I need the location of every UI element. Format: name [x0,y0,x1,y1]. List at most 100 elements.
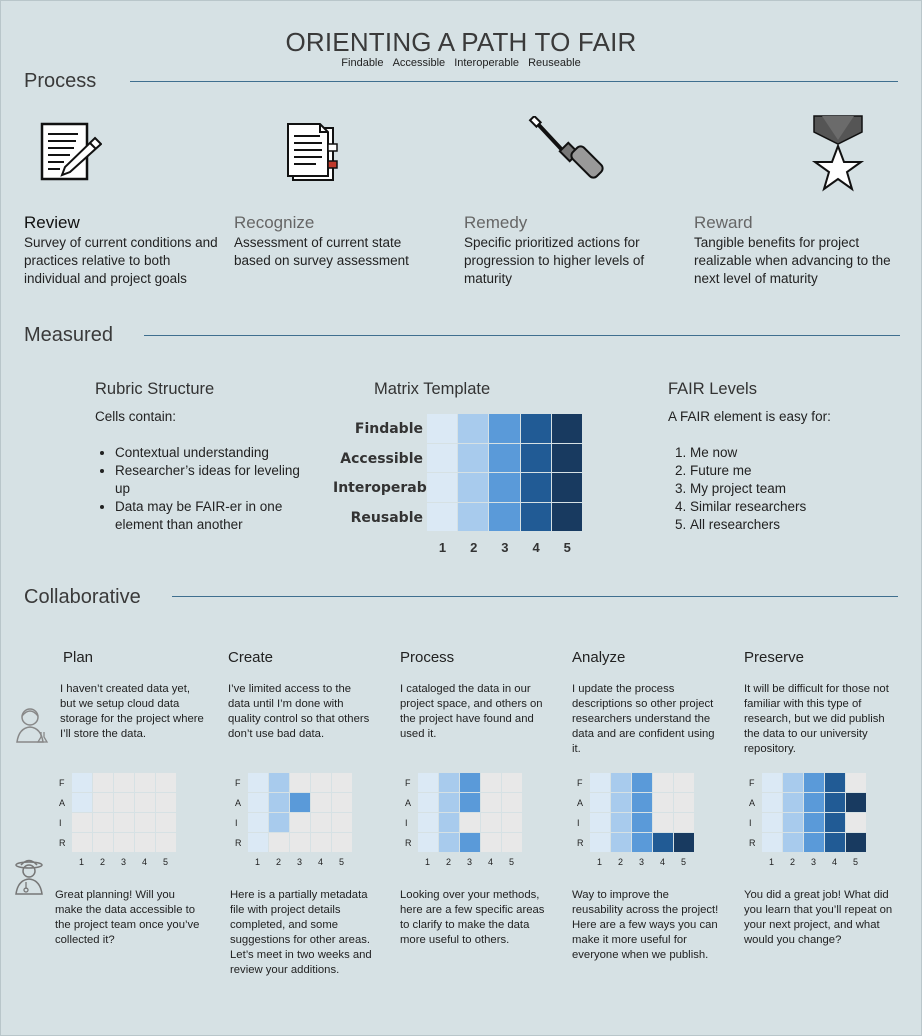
section-measured-title: Measured [24,324,113,346]
matrix-col-label: 4 [532,540,540,555]
matrix-cell [489,443,520,472]
grid-cell [783,793,803,812]
grid-cell [439,793,459,812]
grid-cell [269,833,289,852]
grid-row-label: A [577,798,584,808]
grid-row-label: R [405,838,412,848]
grid-cell [135,793,155,812]
grid-cell [311,813,331,832]
grid-row-label: F [577,778,583,788]
grid-cell [332,833,352,852]
matrix-cell [551,414,582,443]
grid-cell [825,793,845,812]
grid-cell [418,813,438,832]
grid-row-label: A [59,798,66,808]
grid-cell [93,813,113,832]
grid-cell [72,773,92,792]
matrix-row-label: Interoperable [333,480,442,496]
grid-cell [290,833,310,852]
phase-title-process: Process [400,649,455,666]
grid-cell [632,793,652,812]
grid-cell [114,793,134,812]
grid-cell [460,813,480,832]
grid-cell [674,833,694,852]
phase-quote: I cataloged the data in our project spac… [400,683,543,740]
grid-row-label: F [405,778,411,788]
step-recognize-desc: Assessment of current state based on sur… [234,235,409,268]
grid-cell [846,773,866,792]
grid-cell [674,813,694,832]
step-reward-desc: Tangible benefits for project realizable… [694,235,891,286]
matrix-row-label: Findable [354,421,423,437]
grid-cell [481,793,501,812]
matrix-cell [427,473,458,502]
screwdriver-icon [528,114,604,188]
fair-levels-heading: FAIR Levels [668,380,757,398]
matrix-template: Findable Accessible Interoperable Reusable 1… [333,413,593,563]
matrix-cell [427,414,458,443]
grid-cell [156,773,176,792]
grid-col-label: 4 [318,857,324,867]
grid-cell [311,793,331,812]
section-measured-rule [144,335,900,336]
grid-col-label: 5 [509,857,515,867]
grid-cell [114,813,134,832]
grid-col-label: 3 [639,857,645,867]
grid-cell [93,833,113,852]
matrix-row-label: Accessible [340,450,423,467]
grid-col-label: 3 [811,857,817,867]
grid-cell [481,773,501,792]
fair-level-item: All researchers [690,516,878,534]
grid-cell [611,793,631,812]
rubric-bullets: Contextual understanding Researcher’s id… [95,444,305,534]
rubric-bullet: Researcher’s ideas for leveling up [115,462,305,498]
grid-col-label: 5 [163,857,169,867]
advisor-person-icon [12,856,48,896]
grid-cell [825,833,845,852]
grid-col-label: 2 [790,857,796,867]
grid-cell [632,813,652,832]
grid-cell [290,813,310,832]
grid-col-label: 5 [853,857,859,867]
star-medal-icon [810,114,866,196]
grid-cell [332,773,352,792]
matrix-cell [520,414,551,443]
grid-cell [846,793,866,812]
grid-cell [653,833,673,852]
grid-col-label: 4 [660,857,666,867]
section-process-title: Process [24,70,97,92]
grid-row-label: F [235,778,241,788]
fair-level-item: Similar researchers [690,498,878,516]
matrix-cell [551,473,582,502]
grid-cell [804,793,824,812]
grid-row-label: R [235,838,242,848]
grid-col-label: 2 [100,857,106,867]
researcher-person-icon [14,704,50,744]
fair-subtitle: Findable Accessible Interoperable Reusea… [0,57,922,69]
matrix-cell [458,443,489,472]
grid-cell [481,813,501,832]
grid-cell [804,773,824,792]
matrix-cell [489,414,520,443]
page-title: ORIENTING A PATH TO FAIR [285,27,637,57]
phase-reply: Here is a partially metadata file with p… [230,889,372,976]
matrix-cell [458,473,489,502]
grid-row-label: A [405,798,412,808]
grid-col-label: 1 [769,857,775,867]
grid-cell [653,773,673,792]
grid-cell [311,773,331,792]
grid-cell [439,833,459,852]
matrix-row-label: Reusable [350,509,423,526]
grid-cell [762,833,782,852]
grid-cell [653,813,673,832]
rubric-heading: Rubric Structure [95,380,215,398]
grid-cell [502,773,522,792]
phase-reply: Way to improve the reusability across th… [572,889,719,961]
grid-row-label: A [749,798,756,808]
grid-cell [248,773,268,792]
subtitle-reuseable: Reuseable [528,57,581,69]
grid-cell [590,793,610,812]
subtitle-interoperable: Interoperable [454,57,520,69]
grid-row-label: I [235,818,238,828]
grid-row-label: R [749,838,756,848]
